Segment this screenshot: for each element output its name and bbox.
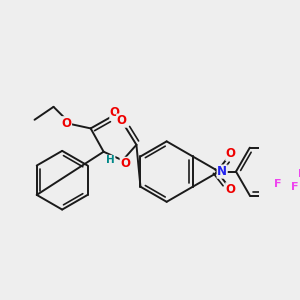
Text: O: O (61, 117, 71, 130)
Text: O: O (120, 157, 130, 170)
Text: O: O (110, 106, 120, 118)
Text: N: N (217, 165, 227, 178)
Text: F: F (291, 182, 298, 192)
Text: O: O (117, 114, 127, 127)
Text: H: H (106, 155, 115, 165)
Text: F: F (274, 179, 281, 189)
Text: O: O (226, 147, 236, 161)
Text: O: O (226, 183, 236, 196)
Text: F: F (298, 169, 300, 178)
